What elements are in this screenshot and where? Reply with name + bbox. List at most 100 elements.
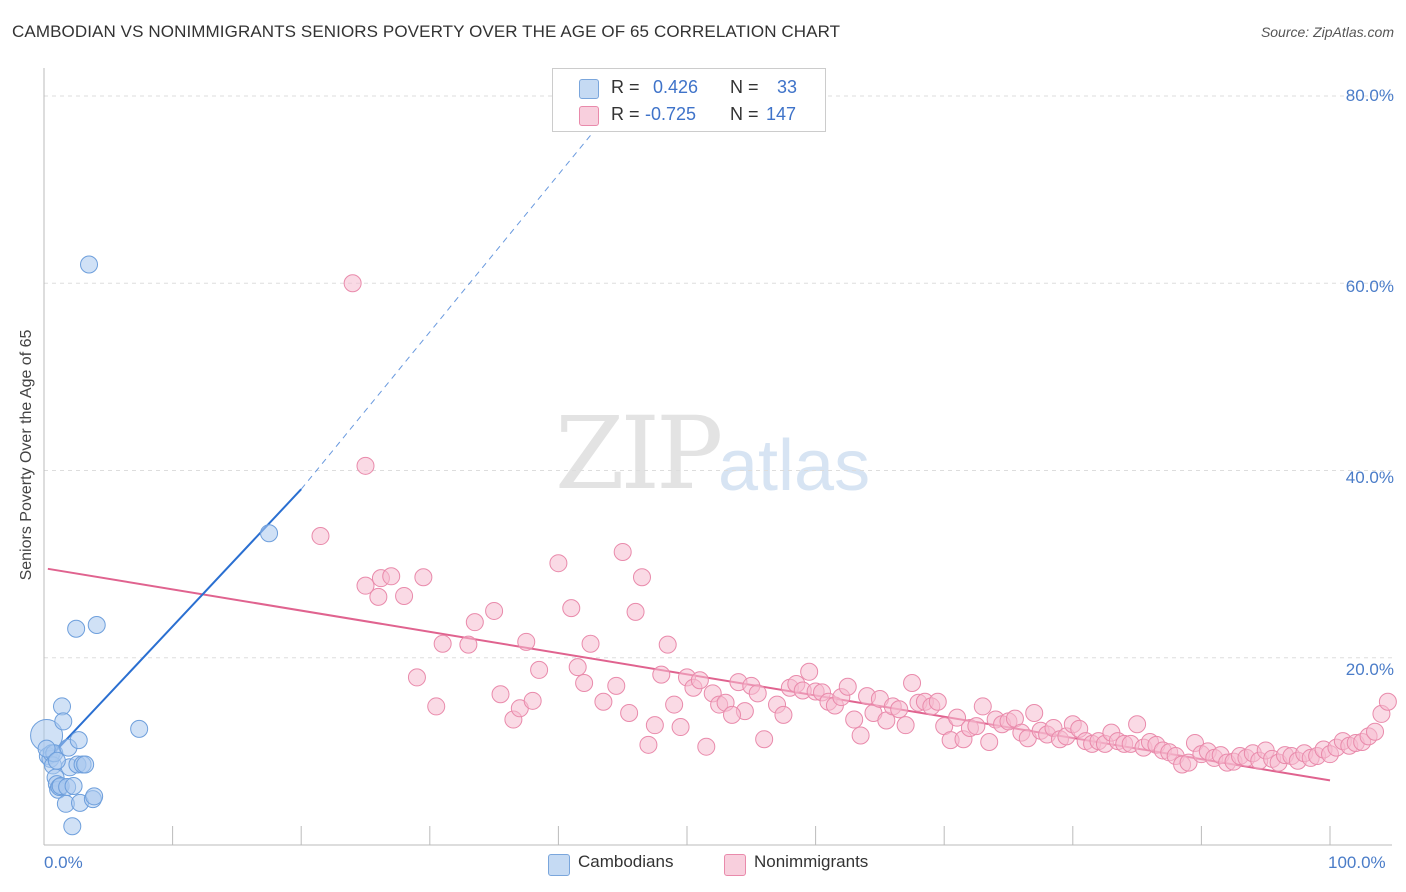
legend-label: Nonimmigrants	[754, 852, 869, 871]
nonimmigrants-point	[800, 662, 819, 681]
cambodians-point	[85, 787, 104, 806]
nonimmigrants-point	[723, 705, 742, 724]
nonimmigrants-point	[1128, 715, 1147, 734]
nonimmigrants-point	[967, 717, 986, 736]
cambodians-points	[30, 255, 279, 836]
n-label: N =	[730, 77, 759, 97]
cambodians-point	[64, 777, 83, 796]
y-tick-label: 80.0%	[1345, 86, 1394, 105]
nonimmigrants-point	[459, 635, 478, 654]
r-value: 0.426	[653, 77, 699, 97]
nonimmigrants-point	[658, 635, 677, 654]
nonimmigrants-point	[395, 586, 414, 605]
nonimmigrants-point	[613, 542, 632, 561]
cambodians-point	[67, 619, 86, 638]
nonimmigrants-point	[748, 684, 767, 703]
nonimmigrants-point	[581, 634, 600, 653]
nonimmigrants-point	[697, 737, 716, 756]
nonimmigrants-point	[626, 602, 645, 621]
nonimmigrants-point	[845, 710, 864, 729]
cambodians-point	[47, 751, 66, 770]
nonimmigrants-point	[896, 716, 915, 735]
nonimmigrants-point	[343, 274, 362, 293]
nonimmigrants-point	[890, 700, 909, 719]
cambodians-swatch	[548, 854, 570, 876]
nonimmigrants-point	[652, 665, 671, 684]
r-label: R =	[611, 104, 640, 124]
nonimmigrants-point	[690, 671, 709, 690]
nonimmigrants-point	[607, 676, 626, 695]
nonimmigrants-point	[433, 634, 452, 653]
nonimmigrants-point	[562, 599, 581, 618]
nonimmigrants-point	[530, 660, 549, 679]
nonimmigrants-point	[948, 708, 967, 727]
nonimmigrants-point	[568, 658, 587, 677]
y-tick-label: 60.0%	[1345, 277, 1394, 296]
y-axis-label: Seniors Poverty Over the Age of 65	[18, 329, 35, 581]
nonimmigrants-point	[645, 716, 664, 735]
watermark-zip: ZIP	[555, 395, 723, 512]
nonimmigrants-swatch	[579, 106, 599, 126]
nonimmigrants-point	[414, 568, 433, 587]
nonimmigrants-point	[485, 601, 504, 620]
r-label: R =	[611, 77, 640, 97]
nonimmigrants-point	[1179, 753, 1198, 772]
nonimmigrants-point	[594, 692, 613, 711]
nonimmigrants-point	[838, 677, 857, 696]
n-label: N =	[730, 104, 759, 124]
nonimmigrants-point	[491, 685, 510, 704]
nonimmigrants-point	[1378, 692, 1397, 711]
nonimmigrants-point	[665, 695, 684, 714]
stats-legend: R = 0.426 N = 33 R = -0.725 N = 147	[552, 68, 826, 132]
cambodians-point	[37, 739, 56, 758]
nonimmigrants-point	[755, 730, 774, 749]
cambodians-point	[87, 615, 106, 634]
cambodians-point	[80, 255, 99, 274]
source-label: Source: ZipAtlas.com	[1260, 24, 1394, 40]
x-tick-label: 100.0%	[1328, 853, 1386, 872]
cambodians-trend-extension	[300, 95, 624, 490]
nonimmigrants-point	[549, 554, 568, 573]
legend-label: Cambodians	[578, 852, 674, 871]
nonimmigrants-point	[671, 718, 690, 737]
nonimmigrants-point	[427, 697, 446, 716]
cambodians-point	[69, 731, 88, 750]
nonimmigrants-point	[369, 587, 388, 606]
y-tick-label: 20.0%	[1345, 660, 1394, 679]
r-value: -0.725	[645, 104, 697, 124]
nonimmigrants-point	[851, 726, 870, 745]
x-tick-label: 0.0%	[44, 853, 83, 872]
axes	[43, 68, 1392, 846]
nonimmigrants-point	[620, 703, 639, 722]
nonimmigrants-point	[311, 527, 330, 546]
legend-row-cambodians: R = 0.426 N = 33	[553, 75, 825, 101]
nonimmigrants-point	[523, 691, 542, 710]
nonimmigrants-point	[639, 735, 658, 754]
nonimmigrants-point	[928, 692, 947, 711]
cambodians-point	[260, 524, 279, 543]
nonimmigrants-point	[1025, 703, 1044, 722]
n-value: 33	[777, 77, 798, 97]
nonimmigrants-point	[356, 576, 375, 595]
nonimmigrants-point	[407, 668, 426, 687]
nonimmigrants-points	[311, 274, 1397, 774]
n-value: 147	[766, 104, 797, 124]
nonimmigrants-point	[465, 613, 484, 632]
chart-title: CAMBODIAN VS NONIMMIGRANTS SENIORS POVER…	[12, 22, 841, 41]
nonimmigrants-point	[774, 705, 793, 724]
cambodians-point	[54, 712, 73, 731]
grid-lines	[44, 95, 1392, 659]
nonimmigrants-swatch	[724, 854, 746, 876]
cambodians-point	[76, 755, 95, 774]
cambodians-point	[63, 817, 82, 836]
y-tick-label: 40.0%	[1345, 468, 1394, 487]
nonimmigrants-point	[903, 674, 922, 693]
legend-row-nonimmigrants: R = -0.725 N = 147	[553, 102, 825, 128]
nonimmigrants-point	[1366, 722, 1385, 741]
cambodians-swatch	[579, 79, 599, 99]
nonimmigrants-point	[980, 733, 999, 752]
nonimmigrants-point	[973, 697, 992, 716]
nonimmigrants-point	[356, 456, 375, 475]
nonimmigrants-point	[575, 674, 594, 693]
